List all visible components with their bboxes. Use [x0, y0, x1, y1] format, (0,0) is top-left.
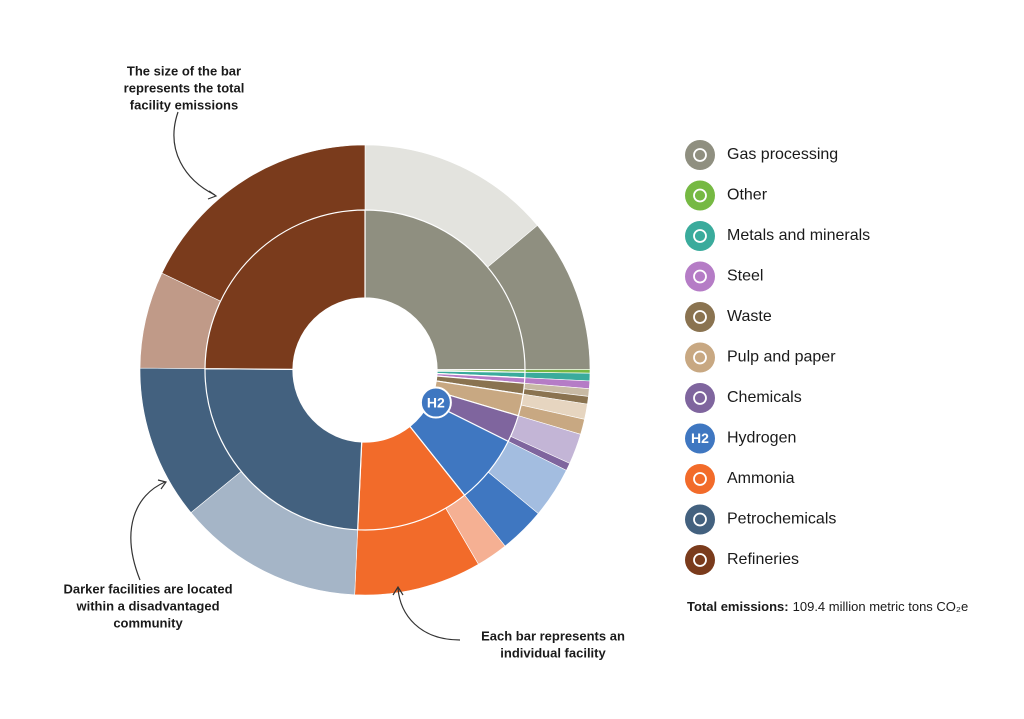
legend-label: Refineries	[727, 551, 799, 568]
annotation: individual facility	[500, 645, 606, 660]
legend-icon	[685, 504, 715, 535]
legend-icon	[685, 464, 715, 494]
total-label: Total emissions:	[687, 599, 789, 614]
legend-icon-mark	[693, 472, 707, 486]
arrow	[173, 111, 216, 196]
legend: Gas processing Other Metals and minerals St…	[685, 140, 870, 575]
annotation: within a disadvantaged	[75, 598, 219, 613]
legend-label: Waste	[727, 308, 772, 325]
arrow	[397, 587, 461, 641]
arrow	[130, 481, 166, 581]
legend-label: Metals and minerals	[727, 227, 870, 244]
legend-label: Petrochemicals	[727, 511, 836, 528]
legend-icon-mark	[693, 269, 707, 284]
legend-label: Ammonia	[727, 470, 795, 487]
annotation: Darker facilities are located	[63, 581, 232, 596]
arrowhead	[392, 585, 404, 596]
total-value: 109.4 million metric tons CO₂e	[793, 599, 969, 614]
legend-icon-mark	[693, 512, 707, 527]
legend-icon-mark	[693, 350, 707, 365]
legend-icon	[685, 302, 715, 332]
arrowhead	[207, 190, 218, 200]
total: Total emissions: 109.4 million metric ton…	[687, 599, 968, 614]
legend-label: Hydrogen	[727, 430, 796, 447]
legend-icon	[685, 221, 715, 251]
legend-icon-mark	[693, 148, 707, 162]
annotation: community	[113, 615, 183, 630]
arrowhead	[157, 479, 168, 490]
annotation: represents the total	[124, 80, 245, 95]
legend-icon	[685, 261, 715, 292]
legend-label: Steel	[727, 268, 763, 285]
legend-label: Chemicals	[727, 389, 802, 406]
legend-icon	[685, 342, 715, 373]
sector-segment	[204, 209, 366, 370]
legend-icon	[685, 383, 715, 413]
legend-icon-mark	[693, 391, 707, 405]
sector-icon	[419, 386, 452, 419]
legend-label: Other	[727, 187, 768, 204]
sector-segment	[204, 368, 363, 531]
sunburst: H2	[139, 144, 591, 596]
legend-label: Pulp and paper	[727, 349, 836, 366]
legend-icon	[685, 140, 715, 170]
sector-segment	[364, 209, 526, 371]
sector-icon-label: H2	[427, 394, 445, 410]
legend-icon	[685, 180, 715, 211]
legend-icon-mark	[693, 553, 707, 567]
legend-icon	[685, 423, 715, 454]
annotation: Each bar represents an	[481, 628, 625, 643]
annotation: facility emissions	[130, 97, 238, 112]
legend-icon-mark	[693, 310, 707, 324]
legend-icon-label: H2	[691, 430, 709, 446]
legend-label: Gas processing	[727, 146, 838, 163]
legend-icon	[685, 545, 715, 575]
legend-icon-mark	[693, 229, 707, 243]
annotation: The size of the bar	[127, 63, 241, 78]
legend-icon-mark	[693, 188, 707, 203]
